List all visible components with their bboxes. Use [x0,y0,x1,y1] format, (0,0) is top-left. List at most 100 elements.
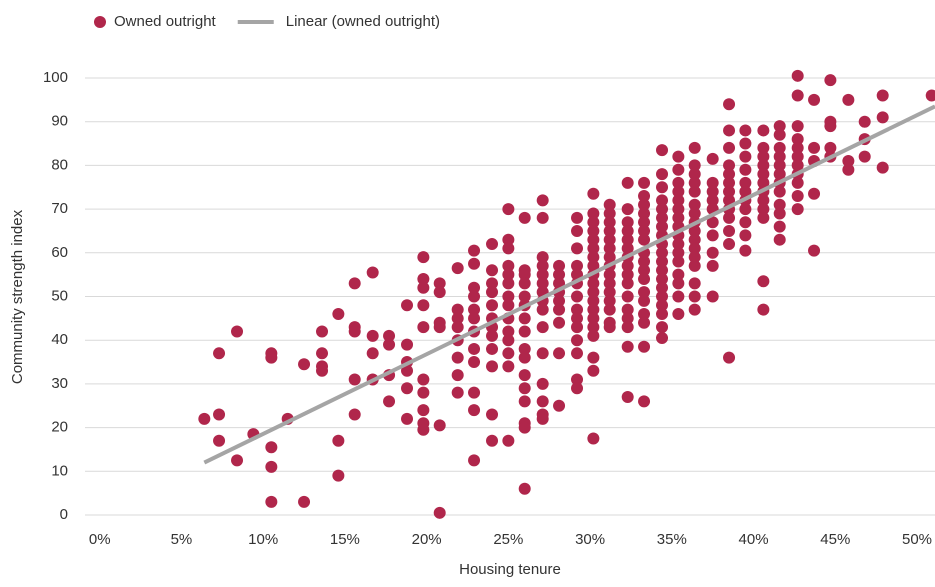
data-point [739,124,752,137]
data-point [486,360,499,373]
data-point [773,220,786,233]
data-point [672,277,685,290]
data-point [518,482,531,495]
data-point [417,273,430,286]
data-point [638,176,651,189]
data-point [348,277,361,290]
data-point [518,351,531,364]
data-point [638,264,651,277]
data-point [486,434,499,447]
data-point [587,277,600,290]
data-point [656,211,669,224]
data-point [348,325,361,338]
data-point [468,454,481,467]
y-tick-label: 20 [51,419,68,436]
data-point [688,176,701,189]
data-point [858,150,871,163]
data-point [571,382,584,395]
data-point [723,185,736,198]
data-point [672,176,685,189]
data-point [706,152,719,165]
data-point [571,211,584,224]
data-point [739,244,752,257]
data-point [433,419,446,432]
data-point [298,495,311,508]
data-point [502,259,515,272]
data-point [417,404,430,417]
data-point [688,224,701,237]
data-point [518,325,531,338]
data-point [417,386,430,399]
data-point [621,242,634,255]
data-point [757,150,770,163]
data-point [723,176,736,189]
data-point [316,347,329,360]
data-point [603,216,616,229]
data-point [638,189,651,202]
data-point [366,329,379,342]
y-tick-label: 10 [51,462,68,479]
y-tick-label: 80 [51,156,68,173]
data-point [518,421,531,434]
data-point [621,268,634,281]
data-point [265,351,278,364]
data-point [672,307,685,320]
data-point [638,255,651,268]
data-point [808,187,821,200]
data-point [587,432,600,445]
data-point [518,312,531,325]
data-point [757,176,770,189]
data-point [587,187,600,200]
data-point [757,203,770,216]
data-point [383,395,396,408]
data-point [536,412,549,425]
data-point [842,155,855,168]
data-point [316,325,329,338]
data-point [656,144,669,157]
data-point [824,74,837,87]
data-point [536,347,549,360]
data-point [536,268,549,281]
y-tick-label: 0 [60,506,68,523]
data-point [587,312,600,325]
data-point [757,211,770,224]
data-point [518,342,531,355]
data-point [553,259,566,272]
data-point [723,238,736,251]
data-point [571,303,584,316]
data-point [536,277,549,290]
trend-line [203,104,935,465]
data-point [486,264,499,277]
data-point [366,266,379,279]
data-point [638,340,651,353]
y-tick-label: 40 [51,331,68,348]
data-point [536,259,549,272]
data-point [451,312,464,325]
data-point [587,224,600,237]
data-point [571,312,584,325]
y-tick-label: 30 [51,375,68,392]
data-point [773,120,786,133]
data-point [451,369,464,382]
data-point [739,137,752,150]
data-point [468,386,481,399]
data-point [451,262,464,275]
data-point [587,303,600,316]
data-point [587,259,600,272]
data-point [502,290,515,303]
data-point [688,168,701,181]
data-point [723,168,736,181]
data-point [672,238,685,251]
data-point [706,185,719,198]
y-tick-label: 50 [51,287,68,304]
data-point [536,303,549,316]
data-point [401,364,414,377]
data-point [213,434,226,447]
data-point [332,434,345,447]
data-point [603,242,616,255]
data-point [638,316,651,329]
data-point [213,408,226,421]
data-point [791,89,804,102]
data-point [723,141,736,154]
